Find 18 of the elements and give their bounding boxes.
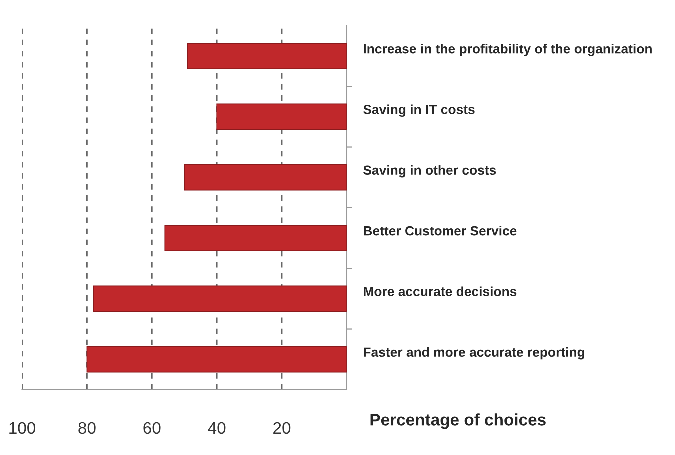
bar — [164, 225, 347, 252]
bar — [187, 43, 347, 70]
bar — [216, 104, 347, 130]
y-tick-label: Faster and more accurate reporting — [364, 347, 584, 360]
bar — [184, 164, 347, 191]
y-tick-label: More accurate decisions — [364, 286, 517, 296]
x-tick-label: 100 — [10, 422, 36, 434]
y-tick-label: Saving in IT costs — [364, 104, 475, 118]
y-tick-label: Increase in the profitability of the organization — [364, 44, 652, 56]
bar — [86, 346, 347, 373]
y-tick-label: Better Customer Service — [364, 226, 517, 236]
x-axis-title: Percentage of choices — [370, 414, 546, 430]
x-tick-label: 20 — [274, 422, 291, 434]
y-tick-label: Saving in other costs — [364, 165, 496, 178]
bar — [93, 286, 347, 312]
x-tick-label: 60 — [144, 422, 161, 434]
x-tick-label: 40 — [208, 422, 226, 434]
x-tick-label: 80 — [78, 422, 96, 434]
